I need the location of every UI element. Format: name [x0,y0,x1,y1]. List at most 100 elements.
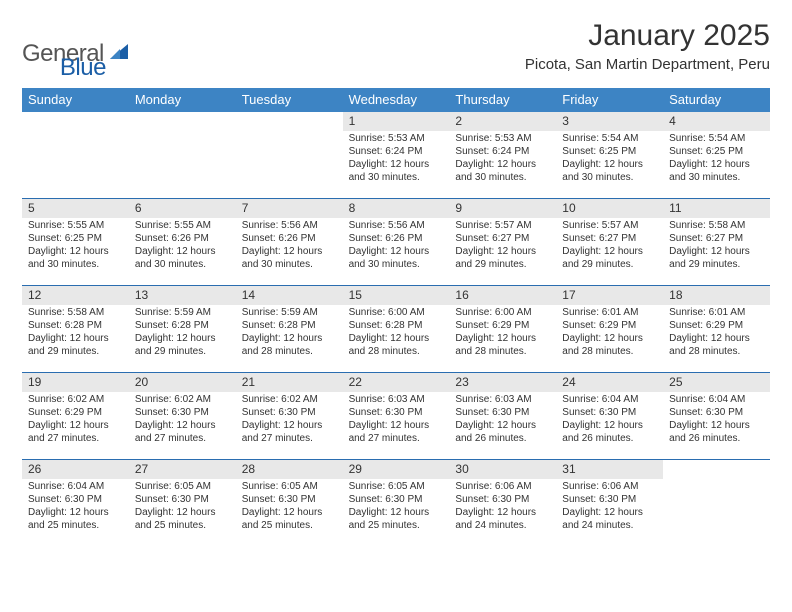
day-number: 9 [449,199,556,218]
day-details: Sunrise: 5:54 AMSunset: 6:25 PMDaylight:… [663,133,770,188]
daylight-line: Daylight: 12 hours and 30 minutes. [28,246,125,272]
day-details: Sunrise: 5:57 AMSunset: 6:27 PMDaylight:… [556,220,663,275]
day-header-cell: Monday [129,88,236,112]
day-number: 14 [236,286,343,305]
sunset-line: Sunset: 6:30 PM [242,494,339,507]
sunrise-line: Sunrise: 5:59 AM [242,307,339,320]
calendar-day: 20Sunrise: 6:02 AMSunset: 6:30 PMDayligh… [129,373,236,459]
day-details: Sunrise: 6:01 AMSunset: 6:29 PMDaylight:… [556,307,663,362]
calendar-page: General Blue January 2025 Picota, San Ma… [0,0,792,612]
calendar-day-empty [663,460,770,538]
sunset-line: Sunset: 6:30 PM [455,407,552,420]
calendar-day: 11 Sunrise: 5:58 AMSunset: 6:27 PMDayligh… [663,199,770,285]
day-number: 11 [663,199,770,218]
sunrise-line: Sunrise: 5:53 AM [349,133,446,146]
day-number: 15 [343,286,450,305]
day-number: 1 [343,112,450,131]
daylight-line: Daylight: 12 hours and 30 minutes. [349,246,446,272]
sunrise-line: Sunrise: 5:54 AM [562,133,659,146]
daylight-line: Daylight: 12 hours and 25 minutes. [349,507,446,533]
day-number: 19 [22,373,129,392]
daylight-line: Daylight: 12 hours and 27 minutes. [349,420,446,446]
sunset-line: Sunset: 6:25 PM [28,233,125,246]
calendar-week: 1Sunrise: 5:53 AMSunset: 6:24 PMDaylight… [22,112,770,199]
day-details: Sunrise: 5:56 AMSunset: 6:26 PMDaylight:… [343,220,450,275]
day-details: Sunrise: 6:05 AMSunset: 6:30 PMDaylight:… [129,481,236,536]
day-number: 17 [556,286,663,305]
calendar-day: 9 Sunrise: 5:57 AMSunset: 6:27 PMDaylight… [449,199,556,285]
day-number: 7 [236,199,343,218]
calendar-day: 26 Sunrise: 6:04 AMSunset: 6:30 PMDayligh… [22,460,129,538]
calendar-day: 28Sunrise: 6:05 AMSunset: 6:30 PMDayligh… [236,460,343,538]
day-details: Sunrise: 6:06 AMSunset: 6:30 PMDaylight:… [556,481,663,536]
sunset-line: Sunset: 6:24 PM [455,146,552,159]
day-header-cell: Thursday [449,88,556,112]
sunrise-line: Sunrise: 6:04 AM [562,394,659,407]
sunrise-line: Sunrise: 5:53 AM [455,133,552,146]
calendar-day-header: SundayMondayTuesdayWednesdayThursdayFrid… [22,88,770,112]
day-details: Sunrise: 6:04 AMSunset: 6:30 PMDaylight:… [22,481,129,536]
calendar-day: 29Sunrise: 6:05 AMSunset: 6:30 PMDayligh… [343,460,450,538]
day-number: 6 [129,199,236,218]
sunset-line: Sunset: 6:26 PM [349,233,446,246]
calendar-day-empty [236,112,343,198]
sunrise-line: Sunrise: 6:06 AM [455,481,552,494]
sunrise-line: Sunrise: 5:57 AM [455,220,552,233]
calendar-day: 15Sunrise: 6:00 AMSunset: 6:28 PMDayligh… [343,286,450,372]
calendar-day-empty [22,112,129,198]
title-location: Picota, San Martin Department, Peru [525,56,770,73]
daylight-line: Daylight: 12 hours and 29 minutes. [562,246,659,272]
day-details: Sunrise: 5:58 AMSunset: 6:28 PMDaylight:… [22,307,129,362]
calendar-week: 12Sunrise: 5:58 AMSunset: 6:28 PMDayligh… [22,286,770,373]
day-number: 13 [129,286,236,305]
calendar-day: 23Sunrise: 6:03 AMSunset: 6:30 PMDayligh… [449,373,556,459]
sunrise-line: Sunrise: 5:58 AM [28,307,125,320]
day-number: 22 [343,373,450,392]
day-details: Sunrise: 6:05 AMSunset: 6:30 PMDaylight:… [343,481,450,536]
calendar-day: 14 Sunrise: 5:59 AMSunset: 6:28 PMDayligh… [236,286,343,372]
sunset-line: Sunset: 6:27 PM [562,233,659,246]
calendar-day: 30Sunrise: 6:06 AMSunset: 6:30 PMDayligh… [449,460,556,538]
sunrise-line: Sunrise: 5:59 AM [135,307,232,320]
logo-sail-icon [108,41,130,61]
daylight-line: Daylight: 12 hours and 26 minutes. [669,420,766,446]
day-header-cell: Sunday [22,88,129,112]
day-number: 30 [449,460,556,479]
sunset-line: Sunset: 6:25 PM [669,146,766,159]
calendar-day: 31Sunrise: 6:06 AMSunset: 6:30 PMDayligh… [556,460,663,538]
daylight-line: Daylight: 12 hours and 30 minutes. [455,159,552,185]
day-number: 28 [236,460,343,479]
daylight-line: Daylight: 12 hours and 29 minutes. [669,246,766,272]
day-details: Sunrise: 6:02 AMSunset: 6:30 PMDaylight:… [129,394,236,449]
calendar-day: 21Sunrise: 6:02 AMSunset: 6:30 PMDayligh… [236,373,343,459]
day-details: Sunrise: 6:04 AMSunset: 6:30 PMDaylight:… [663,394,770,449]
calendar-day: 16Sunrise: 6:00 AMSunset: 6:29 PMDayligh… [449,286,556,372]
day-number: 24 [556,373,663,392]
sunrise-line: Sunrise: 6:05 AM [349,481,446,494]
calendar-day: 12Sunrise: 5:58 AMSunset: 6:28 PMDayligh… [22,286,129,372]
calendar-day: 7Sunrise: 5:56 AMSunset: 6:26 PMDaylight… [236,199,343,285]
day-details: Sunrise: 5:57 AMSunset: 6:27 PMDaylight:… [449,220,556,275]
sunrise-line: Sunrise: 6:01 AM [562,307,659,320]
sunset-line: Sunset: 6:30 PM [135,494,232,507]
day-number: 26 [22,460,129,479]
sunrise-line: Sunrise: 6:02 AM [28,394,125,407]
daylight-line: Daylight: 12 hours and 28 minutes. [349,333,446,359]
sunset-line: Sunset: 6:30 PM [349,494,446,507]
sunset-line: Sunset: 6:30 PM [562,407,659,420]
sunset-line: Sunset: 6:28 PM [349,320,446,333]
daylight-line: Daylight: 12 hours and 28 minutes. [562,333,659,359]
calendar-day: 5Sunrise: 5:55 AMSunset: 6:25 PMDaylight… [22,199,129,285]
daylight-line: Daylight: 12 hours and 28 minutes. [669,333,766,359]
sunset-line: Sunset: 6:27 PM [669,233,766,246]
day-details: Sunrise: 5:58 AMSunset: 6:27 PMDaylight:… [663,220,770,275]
sunset-line: Sunset: 6:27 PM [455,233,552,246]
day-details: Sunrise: 5:59 AMSunset: 6:28 PMDaylight:… [236,307,343,362]
day-number: 8 [343,199,450,218]
daylight-line: Daylight: 12 hours and 30 minutes. [669,159,766,185]
day-header-cell: Wednesday [343,88,450,112]
title-month-year: January 2025 [525,20,770,52]
calendar-day: 25Sunrise: 6:04 AMSunset: 6:30 PMDayligh… [663,373,770,459]
daylight-line: Daylight: 12 hours and 29 minutes. [28,333,125,359]
daylight-line: Daylight: 12 hours and 25 minutes. [242,507,339,533]
